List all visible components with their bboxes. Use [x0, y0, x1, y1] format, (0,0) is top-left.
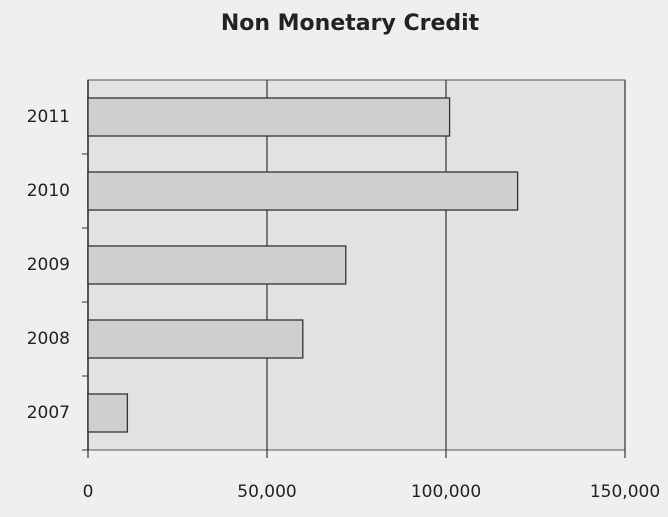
y-tick-label: 2009 [27, 255, 70, 275]
bar [87, 97, 451, 137]
chart-title: Non Monetary Credit [221, 11, 480, 36]
y-tick-label: 2011 [27, 107, 70, 127]
x-tick-label: 50,000 [237, 482, 296, 502]
y-tick-label: 2010 [27, 181, 70, 201]
bar [87, 245, 347, 285]
x-tick-label: 0 [83, 482, 94, 502]
bar [87, 393, 129, 433]
x-tick-label: 100,000 [411, 482, 481, 502]
bar [87, 171, 519, 211]
y-tick-label: 2008 [27, 329, 70, 349]
y-tick-label: 2007 [27, 403, 70, 423]
bar [87, 319, 304, 359]
x-tick-label: 150,000 [590, 482, 660, 502]
